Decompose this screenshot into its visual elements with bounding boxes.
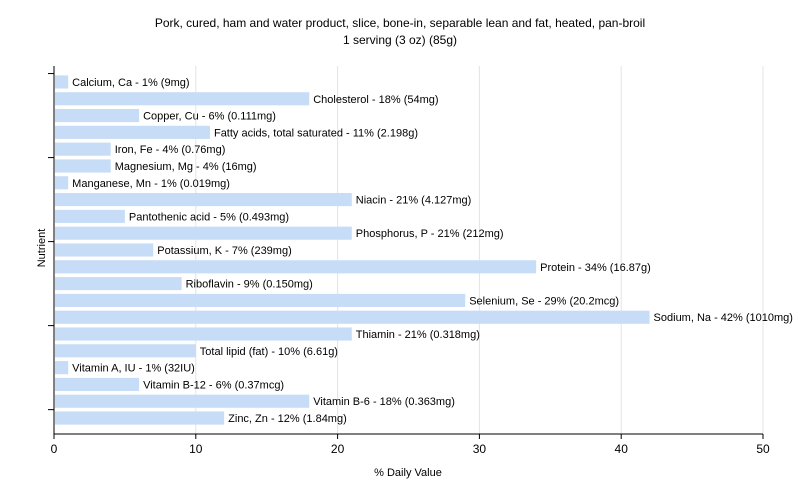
bar-label: Vitamin B-6 - 18% (0.363mg) <box>313 396 455 408</box>
bar <box>55 260 537 274</box>
x-tick-label: 30 <box>473 442 487 456</box>
bar-label: Zinc, Zn - 12% (1.84mg) <box>228 413 347 425</box>
bar <box>55 411 225 425</box>
chart-title: Pork, cured, ham and water product, slic… <box>155 16 645 30</box>
bar <box>55 125 210 139</box>
bar-label: Protein - 34% (16.87g) <box>540 262 651 274</box>
chart-subtitle: 1 serving (3 oz) (85g) <box>343 33 457 47</box>
bar-label: Total lipid (fat) - 10% (6.61g) <box>200 346 338 358</box>
bar-label: Pantothenic acid - 5% (0.493mg) <box>129 211 289 223</box>
bar-label: Cholesterol - 18% (54mg) <box>313 94 438 106</box>
bar-label: Thiamin - 21% (0.318mg) <box>356 329 480 341</box>
bars <box>55 75 650 425</box>
x-tick-label: 20 <box>331 442 345 456</box>
bar <box>55 394 310 408</box>
bar-label: Niacin - 21% (4.127mg) <box>356 195 472 207</box>
bar-labels: Calcium, Ca - 1% (9mg) Cholesterol - 18% … <box>72 77 793 425</box>
bar <box>55 92 310 106</box>
bar <box>55 344 196 358</box>
x-axis-label: % Daily Value <box>374 467 442 479</box>
bar <box>55 327 352 341</box>
gridlines <box>195 66 764 434</box>
bar-label: Vitamin A, IU - 1% (32IU) <box>72 363 195 375</box>
bar <box>55 226 352 240</box>
bar-label: Copper, Cu - 6% (0.111mg) <box>143 111 276 123</box>
bar <box>55 109 140 123</box>
bar <box>55 361 69 375</box>
bar <box>55 142 111 156</box>
x-tick-label: 40 <box>615 442 629 456</box>
bar <box>55 293 466 307</box>
bar <box>55 377 140 391</box>
bar-label: Potassium, K - 7% (239mg) <box>157 245 292 257</box>
y-axis-label: Nutrient <box>36 229 48 268</box>
bar <box>55 176 69 190</box>
bar-label: Sodium, Na - 42% (1010mg) <box>654 312 793 324</box>
bar-label: Magnesium, Mg - 4% (16mg) <box>115 161 257 173</box>
x-tick-label: 0 <box>51 442 58 456</box>
bar-label: Vitamin B-12 - 6% (0.37mcg) <box>143 379 284 391</box>
bar <box>55 243 154 257</box>
bar-label: Selenium, Se - 29% (20.2mcg) <box>469 295 619 307</box>
bar <box>55 193 352 207</box>
axes <box>48 66 764 439</box>
bar-label: Calcium, Ca - 1% (9mg) <box>72 77 189 89</box>
bar-label: Riboflavin - 9% (0.150mg) <box>186 279 313 291</box>
bar-label: Phosphorus, P - 21% (212mg) <box>356 228 504 240</box>
x-tick-label: 50 <box>756 442 770 456</box>
bar <box>55 75 69 89</box>
x-tick-labels: 0 10 20 30 40 50 <box>51 442 770 456</box>
bar <box>55 159 111 173</box>
bar-label: Iron, Fe - 4% (0.76mg) <box>115 144 226 156</box>
bar <box>55 277 182 291</box>
x-tick-label: 10 <box>189 442 203 456</box>
bar <box>55 310 650 324</box>
bar-label: Manganese, Mn - 1% (0.019mg) <box>72 178 230 190</box>
bar-label: Fatty acids, total saturated - 11% (2.19… <box>214 127 418 139</box>
bar <box>55 209 125 223</box>
